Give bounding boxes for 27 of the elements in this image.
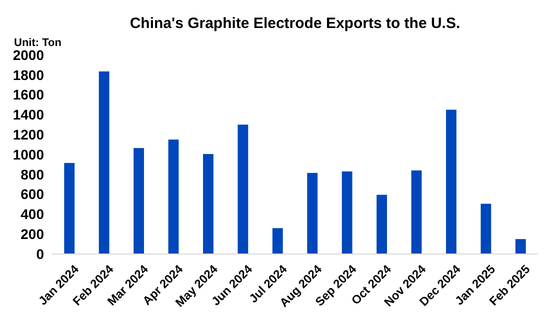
y-tick-label: 2000 <box>12 46 44 63</box>
y-tick-label: 200 <box>20 226 44 242</box>
y-tick-label: 1000 <box>12 146 44 162</box>
bar <box>376 194 387 254</box>
bar <box>411 170 422 254</box>
y-tick-label: 0 <box>36 246 44 262</box>
bar <box>342 171 352 254</box>
bar <box>515 239 526 254</box>
y-tick-label: 1200 <box>12 126 44 142</box>
bar <box>480 204 492 254</box>
y-tick-label: 600 <box>20 186 44 202</box>
bar <box>168 140 179 254</box>
y-tick-label: 1400 <box>12 106 44 123</box>
bar <box>272 228 283 254</box>
bar <box>238 124 248 254</box>
y-tick-label: 400 <box>20 206 44 222</box>
text: Unit: Ton <box>14 37 62 49</box>
bar <box>307 172 318 254</box>
y-tick-label: 1600 <box>12 86 44 103</box>
bar <box>203 154 214 254</box>
bar <box>64 162 75 254</box>
bar <box>98 71 110 254</box>
bar <box>446 110 456 254</box>
y-tick-label: 1800 <box>12 66 44 83</box>
bar <box>134 148 144 254</box>
y-tick-label: 800 <box>20 166 44 182</box>
chart-title: China's Graphite Electrode Exports to the U.S. <box>130 15 460 32</box>
